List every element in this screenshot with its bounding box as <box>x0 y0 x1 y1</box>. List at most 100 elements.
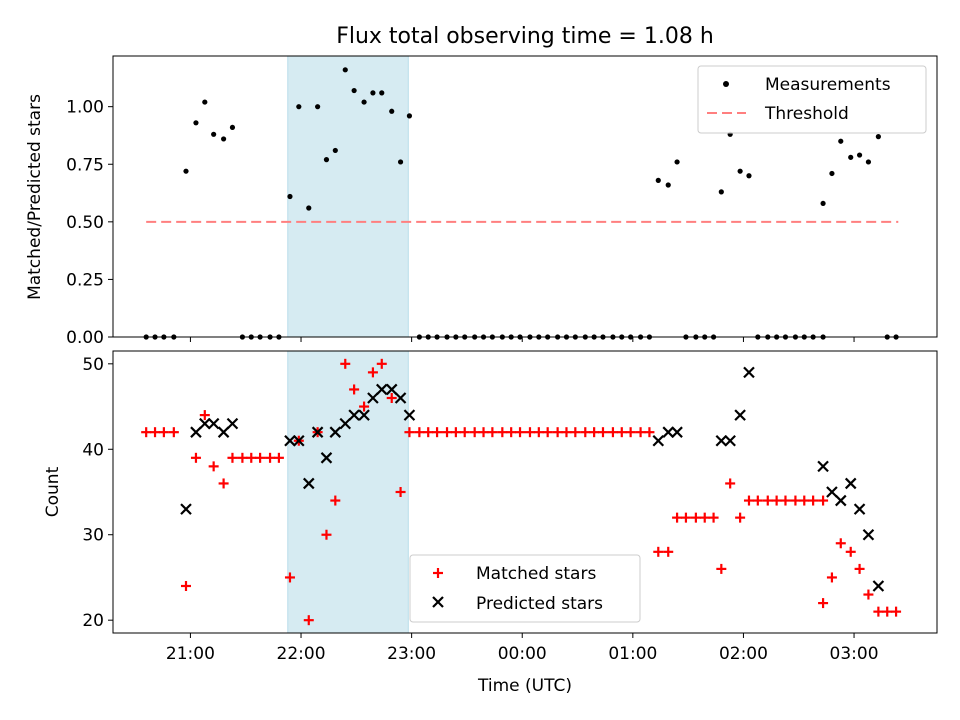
bottom-highlight-span <box>287 350 409 634</box>
measurement-point <box>665 182 671 188</box>
measurement-point <box>193 120 199 126</box>
matched-star-point <box>524 427 535 438</box>
measurement-point <box>202 99 208 105</box>
legend-measurements-label: Measurements <box>765 75 891 95</box>
matched-star-point <box>265 452 276 463</box>
bottom-legend: Matched stars Predicted stars <box>409 554 641 623</box>
matched-star-point <box>644 427 655 438</box>
predicted-star-point <box>190 426 202 438</box>
matched-star-point <box>141 427 152 438</box>
matched-star-point <box>255 452 266 463</box>
matched-star-point <box>780 495 791 506</box>
measurement-point <box>397 159 404 165</box>
legend-threshold-label: Threshold <box>764 104 849 124</box>
x-tick-label: 03:00 <box>830 644 879 664</box>
predicted-star-point <box>207 417 220 430</box>
top-y-ticks: 0.00 0.25 0.50 0.75 1.00 <box>66 98 113 348</box>
measurement-point <box>865 159 872 165</box>
predicted-star-point <box>180 503 192 515</box>
measurement-point <box>718 189 724 195</box>
predicted-star-point <box>329 426 342 438</box>
matched-star-point <box>552 427 563 438</box>
matched-star-point <box>218 478 229 489</box>
matched-star-point <box>845 546 856 557</box>
predicted-star-point <box>652 434 665 447</box>
matched-star-point <box>808 495 819 506</box>
predicted-star-point <box>348 409 360 421</box>
matched-star-point <box>570 427 581 438</box>
matched-star-point <box>743 495 754 506</box>
matched-star-point <box>699 512 710 523</box>
measurement-point <box>655 177 661 183</box>
measurement-point <box>342 67 348 73</box>
matched-star-point <box>854 563 865 574</box>
matched-star-point <box>395 487 406 497</box>
top-panel: 0.00 0.25 0.50 0.75 1.00 Flux total observin… <box>25 24 938 348</box>
matched-star-point <box>818 495 829 506</box>
legend-matched-label: Matched stars <box>476 564 596 584</box>
measurement-point <box>296 104 302 110</box>
matched-star-point <box>227 452 238 463</box>
matched-star-point <box>404 427 415 438</box>
predicted-star-point <box>872 580 885 592</box>
measurement-point <box>737 168 743 174</box>
matched-star-point <box>330 495 341 506</box>
measurement-point <box>848 154 854 160</box>
matched-star-point <box>680 512 691 523</box>
measurement-point <box>323 157 330 163</box>
measurement-point <box>370 90 376 96</box>
matched-star-point <box>735 512 746 523</box>
matched-star-point <box>533 427 544 438</box>
matched-star-point <box>497 427 508 438</box>
matched-star-point <box>818 598 829 609</box>
matched-star-point <box>561 427 572 438</box>
measurement-point <box>829 170 835 177</box>
measurement-point <box>820 200 826 207</box>
legend-measurement-marker <box>723 81 729 87</box>
matched-star-point <box>891 606 902 617</box>
matched-star-point <box>771 495 782 506</box>
predicted-star-point <box>862 528 875 541</box>
matched-star-point <box>672 512 683 523</box>
matched-star-point <box>180 581 191 591</box>
predicted-star-point <box>217 426 230 438</box>
matched-star-point <box>367 367 378 378</box>
matched-star-point <box>752 495 763 506</box>
predicted-star-point <box>320 452 333 464</box>
top-legend: Measurements Threshold <box>697 65 927 134</box>
matched-star-point <box>635 427 646 438</box>
predicted-star-point <box>743 366 755 379</box>
matched-star-point <box>863 589 874 600</box>
top-y-tick-label: 1.00 <box>66 98 104 118</box>
matched-star-point <box>246 452 257 463</box>
matched-star-point <box>469 427 480 438</box>
matched-star-point <box>459 427 470 438</box>
matched-star-point <box>478 427 489 438</box>
matched-star-point <box>506 427 517 438</box>
matched-star-point <box>708 512 719 523</box>
legend-predicted-label: Predicted stars <box>476 594 603 614</box>
matched-star-point <box>349 384 360 395</box>
bottom-y-ticks: 20 30 40 50 <box>82 355 113 631</box>
predicted-star-point <box>367 392 379 404</box>
matched-star-point <box>835 538 846 549</box>
x-tick-label: 22:00 <box>277 644 326 664</box>
matched-star-point <box>190 452 201 463</box>
matched-star-point <box>690 512 701 523</box>
measurement-point <box>287 193 293 200</box>
predicted-star-point <box>662 426 675 438</box>
matched-star-point <box>487 427 498 438</box>
matched-star-point <box>873 606 884 617</box>
measurement-point <box>838 138 844 144</box>
measurement-point <box>351 87 357 94</box>
x-tick-label: 21:00 <box>166 644 215 664</box>
predicted-star-point <box>834 494 847 507</box>
predicted-star-point <box>853 503 866 515</box>
x-tick-label: 01:00 <box>608 644 657 664</box>
bottom-y-tick-label: 50 <box>82 355 104 375</box>
measurement-point <box>332 147 338 154</box>
matched-star-point <box>158 427 169 438</box>
matched-star-point <box>826 572 837 583</box>
bottom-x-axis-label: Time (UTC) <box>477 676 572 696</box>
matched-star-point <box>542 427 553 438</box>
